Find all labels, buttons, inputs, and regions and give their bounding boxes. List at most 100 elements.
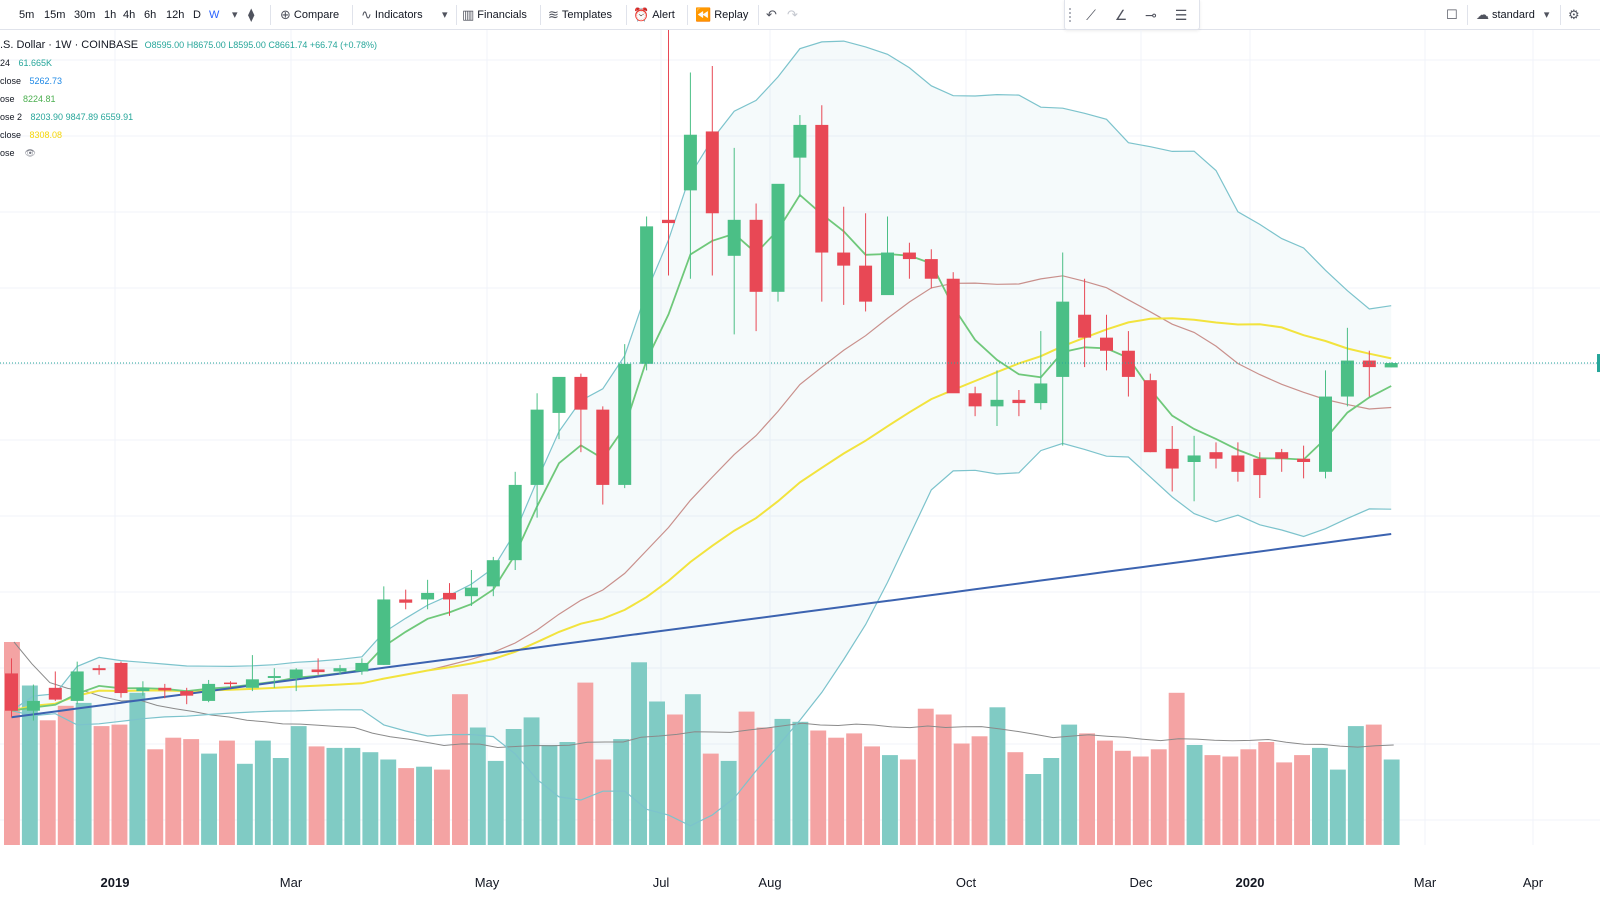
candle bbox=[749, 203, 763, 332]
interval-12h[interactable]: 12h bbox=[166, 9, 185, 21]
x-tick-label: Apr bbox=[1522, 875, 1544, 890]
bollinger-fill bbox=[11, 41, 1392, 826]
interval-D[interactable]: D bbox=[193, 9, 201, 21]
volume-bar bbox=[953, 743, 970, 845]
chart-type-button[interactable]: ⧫ bbox=[248, 0, 257, 30]
interval-dropdown[interactable]: ▾ bbox=[232, 9, 238, 21]
candle bbox=[837, 206, 851, 305]
ohlc-low: L8595.00 bbox=[228, 40, 266, 50]
drag-handle[interactable] bbox=[1069, 8, 1074, 22]
candle bbox=[574, 373, 588, 453]
fib-icon[interactable]: ☰ bbox=[1174, 7, 1188, 23]
legend-row[interactable]: ose 8224.81 bbox=[0, 90, 377, 108]
replay-button[interactable]: ⏪ Replay bbox=[695, 0, 748, 30]
candle bbox=[486, 556, 500, 597]
interval-4h[interactable]: 4h bbox=[123, 9, 136, 21]
x-tick-label: Oct bbox=[955, 875, 977, 890]
compare-button[interactable]: ⊕ Compare bbox=[280, 0, 339, 30]
candle bbox=[333, 664, 347, 675]
candle-body bbox=[990, 399, 1004, 407]
legend-value: 8224.81 bbox=[20, 94, 56, 104]
candle-body bbox=[48, 687, 62, 700]
indicators-dropdown[interactable]: ▾ bbox=[442, 9, 448, 21]
volume-bar bbox=[183, 739, 200, 845]
bar-chart-icon: ▥ bbox=[462, 7, 475, 22]
candle bbox=[968, 386, 982, 417]
legend-value: 5262.73 bbox=[27, 76, 63, 86]
templates-icon: ≋ bbox=[548, 7, 559, 22]
price-chart[interactable] bbox=[0, 13, 1600, 900]
bollinger-upper-line bbox=[11, 40, 1392, 712]
time-axis[interactable]: 2019 Mar May Jul Aug Oct Dec 2020 Mar Apr bbox=[0, 865, 1600, 900]
x-tick-label: Mar bbox=[279, 875, 303, 890]
candle bbox=[1012, 390, 1026, 417]
candle-body bbox=[1362, 360, 1376, 368]
candle-body bbox=[508, 484, 522, 561]
volume-ma-line bbox=[13, 641, 1394, 749]
alert-button[interactable]: ⏰ Alert bbox=[633, 0, 675, 30]
volume-bar bbox=[1329, 769, 1346, 845]
horizontal-ray-icon[interactable]: ⊸ bbox=[1145, 7, 1157, 23]
volume-bar bbox=[1079, 733, 1095, 845]
redo-button[interactable]: ↷ bbox=[787, 0, 801, 30]
chart-canvas[interactable] bbox=[0, 13, 1600, 865]
volume-bar bbox=[1132, 756, 1149, 845]
legend-row[interactable]: ose 👁 bbox=[0, 144, 377, 162]
layout-button[interactable]: ☁ standard ▾ bbox=[1476, 0, 1549, 30]
candle bbox=[1034, 331, 1048, 410]
x-tick-label: Dec bbox=[1129, 875, 1153, 890]
candle bbox=[1121, 331, 1135, 397]
x-tick-label: 2020 bbox=[1235, 875, 1265, 890]
candle-body bbox=[1165, 448, 1179, 469]
legend-row[interactable]: 24 61.665K bbox=[0, 54, 377, 72]
candle-body bbox=[92, 668, 106, 671]
volume-bar bbox=[1312, 747, 1328, 845]
volume-bar bbox=[165, 737, 182, 845]
volume-bar bbox=[649, 701, 665, 845]
legend-label: ose bbox=[0, 148, 15, 158]
x-tick-label: May bbox=[474, 875, 500, 890]
layout-label: standard bbox=[1492, 9, 1535, 21]
volume-bar bbox=[1097, 740, 1113, 845]
volume-bar bbox=[1007, 752, 1024, 845]
volume-bar bbox=[39, 720, 56, 845]
financials-button[interactable]: ▥ Financials bbox=[462, 0, 527, 30]
candle bbox=[508, 471, 522, 570]
eye-hidden-icon[interactable]: 👁 bbox=[24, 148, 36, 158]
candle-body bbox=[311, 669, 325, 673]
fullscreen-button[interactable]: ☐ bbox=[1446, 0, 1461, 30]
legend-row[interactable]: close 8308.08 bbox=[0, 126, 377, 144]
interval-1h[interactable]: 1h bbox=[104, 9, 117, 21]
templates-button[interactable]: ≋ Templates bbox=[548, 0, 612, 30]
settings-button[interactable]: ⚙ bbox=[1568, 0, 1583, 30]
volume-bar bbox=[1186, 745, 1203, 845]
volume-bar bbox=[111, 724, 128, 845]
symbol-title[interactable]: .S. Dollar · 1W · COINBASE bbox=[0, 39, 139, 51]
candle-body bbox=[1297, 458, 1311, 462]
interval-15m[interactable]: 15m bbox=[44, 9, 66, 21]
trend-line-icon[interactable]: ⟋ bbox=[1086, 7, 1096, 23]
candle bbox=[1384, 362, 1398, 368]
candle bbox=[399, 589, 413, 610]
interval-30m[interactable]: 30m bbox=[74, 9, 96, 21]
legend-row[interactable]: close 5262.73 bbox=[0, 72, 377, 90]
candle bbox=[202, 679, 216, 703]
candle-body bbox=[289, 669, 303, 678]
candle-body bbox=[224, 682, 237, 685]
volume-bar bbox=[254, 740, 271, 845]
volume-bar bbox=[487, 760, 504, 845]
candle bbox=[1340, 327, 1354, 407]
volume-bar bbox=[219, 740, 235, 845]
volume-bar bbox=[416, 766, 432, 845]
interval-6h[interactable]: 6h bbox=[144, 9, 157, 21]
indicators-button[interactable]: ∿ Indicators bbox=[361, 0, 423, 30]
interval-W[interactable]: W bbox=[209, 9, 220, 21]
volume-bar bbox=[1204, 755, 1221, 845]
angle-icon[interactable]: ∠ bbox=[1114, 7, 1128, 23]
undo-button[interactable]: ↶ bbox=[766, 0, 780, 30]
volume-bar bbox=[1383, 759, 1400, 845]
interval-5m[interactable]: 5m bbox=[19, 9, 35, 21]
candle-body bbox=[683, 134, 697, 191]
legend-row[interactable]: ose 2 8203.90 9847.89 6559.91 bbox=[0, 108, 377, 126]
volume-bar bbox=[1150, 749, 1167, 845]
